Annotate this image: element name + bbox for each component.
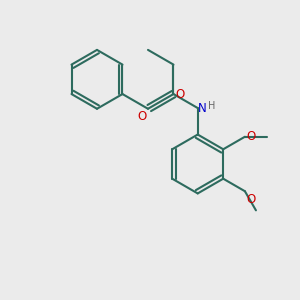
Text: O: O [138, 110, 147, 122]
Text: H: H [208, 101, 215, 111]
Text: O: O [175, 88, 184, 100]
Text: N: N [198, 101, 206, 115]
Text: O: O [246, 130, 256, 143]
Text: O: O [246, 193, 256, 206]
